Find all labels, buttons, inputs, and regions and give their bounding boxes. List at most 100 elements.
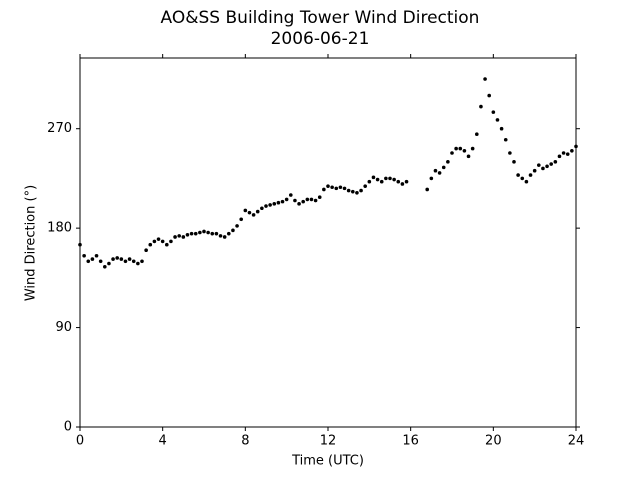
point xyxy=(152,239,157,244)
point xyxy=(280,199,285,204)
point xyxy=(222,235,227,239)
point xyxy=(475,132,479,137)
point xyxy=(268,203,272,207)
point xyxy=(450,151,454,155)
x-tick-label: 12 xyxy=(320,434,337,449)
point xyxy=(94,253,99,258)
point xyxy=(276,200,281,205)
point xyxy=(483,77,487,81)
point xyxy=(524,179,529,184)
chart-title: AO&SS Building Tower Wind Direction xyxy=(161,8,480,28)
point xyxy=(549,162,553,166)
point xyxy=(140,259,144,264)
point xyxy=(305,197,310,202)
point xyxy=(528,173,533,177)
point xyxy=(90,257,95,261)
point xyxy=(557,154,562,159)
chart-subtitle: 2006-06-21 xyxy=(271,29,370,49)
point xyxy=(169,239,173,244)
y-tick-label: 90 xyxy=(55,320,72,335)
point xyxy=(239,217,243,222)
plot-frame xyxy=(79,57,577,428)
point xyxy=(545,164,549,169)
point xyxy=(433,168,438,173)
point xyxy=(425,187,430,192)
point xyxy=(243,208,248,213)
point xyxy=(437,171,442,175)
point xyxy=(537,163,541,167)
point xyxy=(503,137,508,142)
point xyxy=(156,237,161,241)
point xyxy=(251,213,256,217)
point xyxy=(491,110,496,114)
point xyxy=(462,149,467,153)
point xyxy=(198,230,202,235)
point xyxy=(330,185,334,190)
point xyxy=(458,146,463,151)
point xyxy=(218,234,223,238)
point xyxy=(570,149,574,153)
point xyxy=(103,265,107,269)
point xyxy=(111,257,115,261)
y-tick-label: 0 xyxy=(64,420,72,435)
y-tick-label: 180 xyxy=(47,221,72,236)
point xyxy=(177,234,181,238)
y-axis-label: Wind Direction (°) xyxy=(24,185,39,301)
point xyxy=(441,165,446,170)
point xyxy=(115,256,119,260)
x-tick-label: 0 xyxy=(76,434,84,449)
point xyxy=(375,177,380,182)
point xyxy=(247,210,252,215)
point xyxy=(499,126,504,131)
point xyxy=(346,188,351,193)
x-axis-label: Time (UTC) xyxy=(291,454,364,469)
x-tick-label: 4 xyxy=(159,434,167,449)
point xyxy=(367,179,372,184)
point xyxy=(553,160,558,164)
point xyxy=(123,259,128,264)
point xyxy=(470,146,475,151)
point xyxy=(541,166,545,171)
point xyxy=(317,195,322,200)
point xyxy=(272,202,277,206)
point xyxy=(136,261,140,266)
point xyxy=(78,242,82,247)
point xyxy=(322,187,326,192)
point xyxy=(189,231,194,236)
point xyxy=(379,179,384,184)
x-tick-label: 16 xyxy=(402,434,419,449)
point xyxy=(193,231,198,236)
point xyxy=(363,184,368,188)
x-tick-label: 8 xyxy=(241,434,249,449)
point xyxy=(297,202,301,206)
point xyxy=(260,206,264,211)
point xyxy=(264,204,268,208)
point xyxy=(532,168,537,173)
point xyxy=(565,152,570,156)
point xyxy=(119,257,124,261)
point xyxy=(516,173,520,177)
point xyxy=(210,231,215,236)
point xyxy=(429,176,434,181)
x-tick-label: 24 xyxy=(568,434,585,449)
point xyxy=(396,179,401,184)
point xyxy=(284,197,289,202)
point xyxy=(326,184,330,188)
point xyxy=(508,151,512,155)
point xyxy=(131,259,136,264)
point xyxy=(351,189,355,194)
point xyxy=(342,186,347,191)
point xyxy=(165,242,169,247)
point xyxy=(359,188,363,193)
point xyxy=(454,146,458,151)
point xyxy=(227,231,231,236)
point xyxy=(446,160,450,164)
point xyxy=(173,235,177,239)
point xyxy=(574,144,578,149)
point xyxy=(107,261,111,266)
point xyxy=(404,179,409,184)
point xyxy=(289,193,293,197)
point xyxy=(309,197,314,202)
point xyxy=(235,224,239,228)
